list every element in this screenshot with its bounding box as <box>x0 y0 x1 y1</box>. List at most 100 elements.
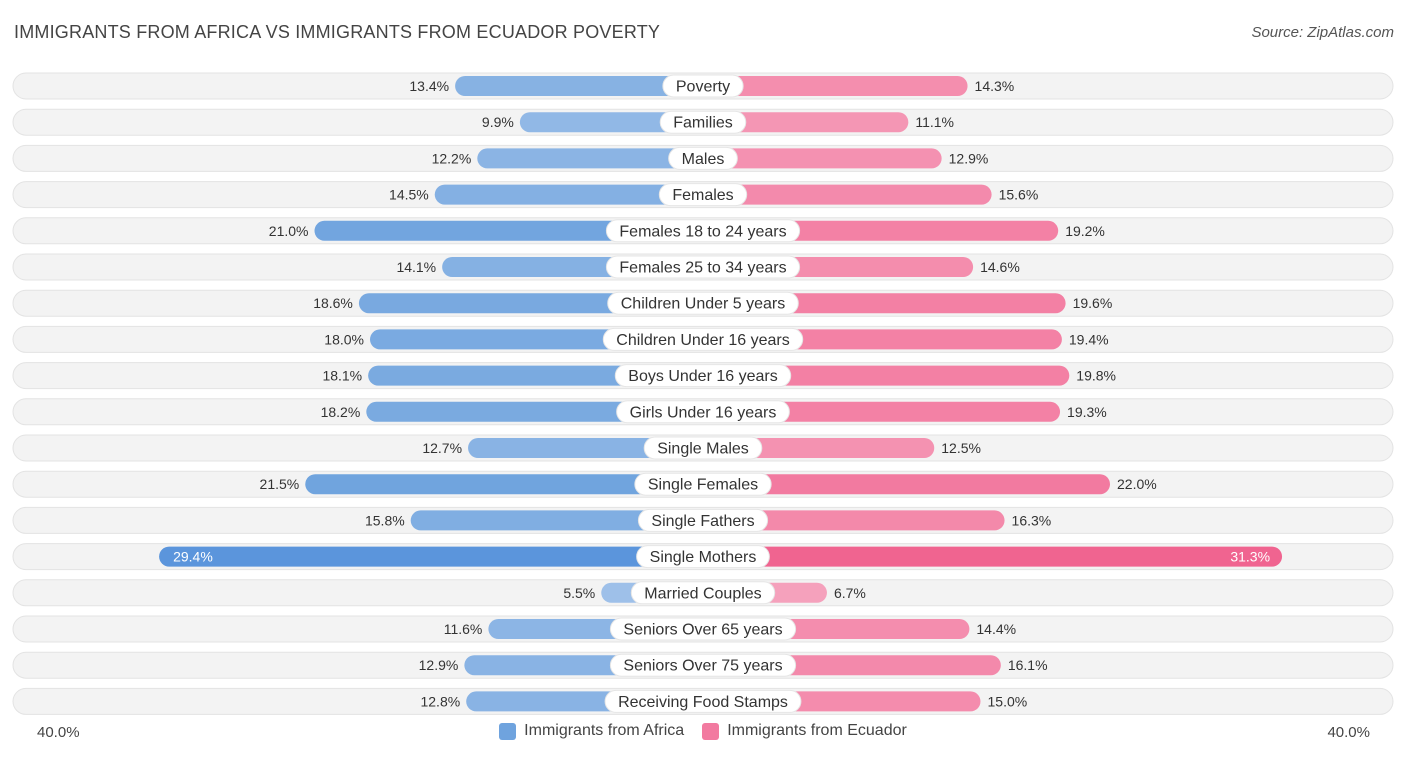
category-label: Boys Under 16 years <box>628 368 777 385</box>
category-pill <box>643 436 763 460</box>
category-label: Females 25 to 34 years <box>619 260 786 277</box>
legend-swatch-africa <box>499 722 517 740</box>
value-label-ecuador: 19.4% <box>1069 331 1109 347</box>
bar-ecuador <box>703 546 1283 567</box>
category-label: Males <box>682 151 725 168</box>
value-label-ecuador: 15.0% <box>988 693 1028 709</box>
chart-row: 18.2% 19.3% Girls Under 16 years <box>12 398 1394 426</box>
legend-label-ecuador: Immigrants from Ecuador <box>727 722 907 739</box>
bar-ecuador <box>703 76 968 96</box>
chart-row: 9.9% 11.1% Families <box>12 108 1394 136</box>
category-pill <box>605 255 801 279</box>
chart-row: 12.8% 15.0% Receiving Food Stamps <box>12 687 1394 715</box>
category-pill <box>607 291 799 315</box>
source-label: Source: ZipAtlas.com <box>1251 24 1394 41</box>
axis-right-label: 40.0% <box>1327 724 1370 741</box>
bar-ecuador <box>703 474 1110 495</box>
chart-title: IMMIGRANTS FROM AFRICA VS IMMIGRANTS FRO… <box>14 22 661 42</box>
bar-africa <box>519 112 703 133</box>
bar-africa <box>468 438 703 458</box>
value-label-ecuador: 16.1% <box>1008 657 1048 673</box>
value-label-africa: 18.0% <box>324 331 364 347</box>
category-label: Families <box>673 115 733 132</box>
chart-row: 18.6% 19.6% Children Under 5 years <box>12 289 1394 317</box>
value-label-ecuador: 19.3% <box>1067 404 1107 420</box>
legend-item-africa: Immigrants from Africa <box>499 722 684 740</box>
bar-africa <box>434 184 703 205</box>
value-label-ecuador: 19.6% <box>1073 295 1113 311</box>
value-label-africa: 18.6% <box>313 295 353 311</box>
category-pill <box>637 508 769 532</box>
chart-row: 18.1% 19.8% Boys Under 16 years <box>12 362 1394 390</box>
value-label-africa: 9.9% <box>482 114 514 130</box>
value-label-ecuador: 12.9% <box>949 150 989 166</box>
value-label-africa: 15.8% <box>365 512 405 528</box>
category-label: Single Females <box>648 477 758 494</box>
value-label-ecuador: 31.3% <box>1230 549 1270 565</box>
chart-row: 18.0% 19.4% Children Under 16 years <box>12 325 1394 353</box>
value-label-ecuador: 11.1% <box>915 114 954 130</box>
value-label-ecuador: 15.6% <box>999 187 1039 203</box>
chart-row: 14.5% 15.6% Females <box>12 181 1394 209</box>
bar-africa <box>159 546 704 567</box>
category-label: Children Under 5 years <box>621 296 786 313</box>
value-label-africa: 12.8% <box>420 693 460 709</box>
chart-row: 11.6% 14.4% Seniors Over 65 years <box>12 615 1394 643</box>
category-label: Children Under 16 years <box>616 332 789 349</box>
category-label: Poverty <box>676 79 730 96</box>
chart-row: 12.9% 16.1% Seniors Over 75 years <box>12 651 1394 679</box>
value-label-africa: 14.1% <box>396 259 436 275</box>
legend: Immigrants from Africa Immigrants from E… <box>0 722 1406 740</box>
legend-swatch-ecuador <box>702 722 720 740</box>
category-pill <box>604 689 802 713</box>
chart-row: 21.5% 22.0% Single Females <box>12 470 1394 498</box>
category-pill <box>659 110 747 134</box>
bar-africa <box>305 474 703 495</box>
bar-africa <box>477 148 703 169</box>
chart-row: 15.8% 16.3% Single Fathers <box>12 506 1394 534</box>
axis-left-label: 40.0% <box>37 724 80 741</box>
bar-ecuador <box>703 112 909 133</box>
value-label-africa: 13.4% <box>409 78 449 94</box>
value-label-ecuador: 14.4% <box>976 621 1016 637</box>
category-pill <box>605 219 801 243</box>
chart-row: 12.7% 12.5% Single Males <box>12 434 1394 462</box>
value-label-ecuador: 12.5% <box>941 440 981 456</box>
legend-label-africa: Immigrants from Africa <box>524 722 685 739</box>
bar-ecuador <box>703 401 1061 422</box>
category-label: Single Males <box>657 441 749 458</box>
category-label: Seniors Over 65 years <box>623 622 782 639</box>
value-label-africa: 12.7% <box>422 440 462 456</box>
chart-row: 5.5% 6.7% Married Couples <box>12 579 1394 607</box>
value-label-africa: 29.4% <box>173 549 213 565</box>
value-label-africa: 12.9% <box>419 657 459 673</box>
value-label-africa: 11.6% <box>444 621 483 637</box>
category-pill <box>668 146 738 170</box>
value-label-ecuador: 14.3% <box>975 78 1015 94</box>
value-label-africa: 21.5% <box>260 476 300 492</box>
value-label-africa: 12.2% <box>432 150 472 166</box>
bar-ecuador <box>703 148 942 169</box>
bar-ecuador <box>703 365 1070 386</box>
bar-ecuador <box>703 184 992 205</box>
value-label-ecuador: 6.7% <box>834 585 866 601</box>
category-label: Single Fathers <box>651 513 754 530</box>
category-label: Married Couples <box>644 585 761 602</box>
category-label: Females 18 to 24 years <box>619 223 786 240</box>
category-label: Receiving Food Stamps <box>618 694 788 711</box>
category-pill <box>609 653 797 677</box>
category-pill <box>636 545 770 569</box>
chart-row: 14.1% 14.6% Females 25 to 34 years <box>12 253 1394 281</box>
legend-item-ecuador: Immigrants from Ecuador <box>702 722 907 740</box>
value-label-ecuador: 16.3% <box>1012 512 1052 528</box>
category-label: Girls Under 16 years <box>630 404 777 421</box>
value-label-ecuador: 22.0% <box>1117 476 1157 492</box>
chart-row: 12.2% 12.9% Males <box>12 144 1394 172</box>
category-pill <box>614 364 792 388</box>
value-label-africa: 18.1% <box>322 368 362 384</box>
category-pill <box>658 183 748 207</box>
chart-row: 21.0% 19.2% Females 18 to 24 years <box>12 217 1394 245</box>
value-label-africa: 21.0% <box>269 223 309 239</box>
chart-row: 13.4% 14.3% Poverty <box>12 72 1394 100</box>
value-label-ecuador: 19.8% <box>1076 368 1116 384</box>
